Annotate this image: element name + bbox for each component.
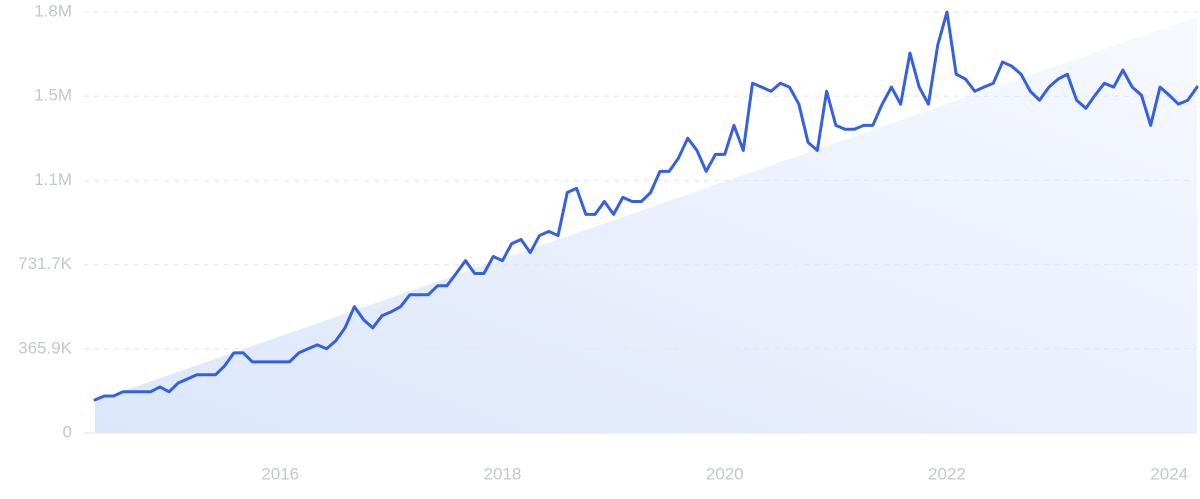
y-tick-label: 0 bbox=[63, 422, 72, 441]
x-tick-label: 2018 bbox=[484, 464, 522, 483]
y-tick-label: 731.7K bbox=[18, 254, 73, 273]
x-tick-label: 2024 bbox=[1150, 464, 1188, 483]
x-tick-label: 2016 bbox=[261, 464, 299, 483]
y-tick-label: 1.5M bbox=[34, 86, 72, 105]
y-tick-label: 1.8M bbox=[34, 1, 72, 20]
y-tick-label: 365.9K bbox=[18, 338, 73, 357]
data-line bbox=[93, 10, 1199, 402]
x-tick-label: 2020 bbox=[706, 464, 744, 483]
x-tick-label: 2022 bbox=[928, 464, 966, 483]
y-tick-label: 1.1M bbox=[34, 170, 72, 189]
trend-area bbox=[95, 16, 1197, 433]
